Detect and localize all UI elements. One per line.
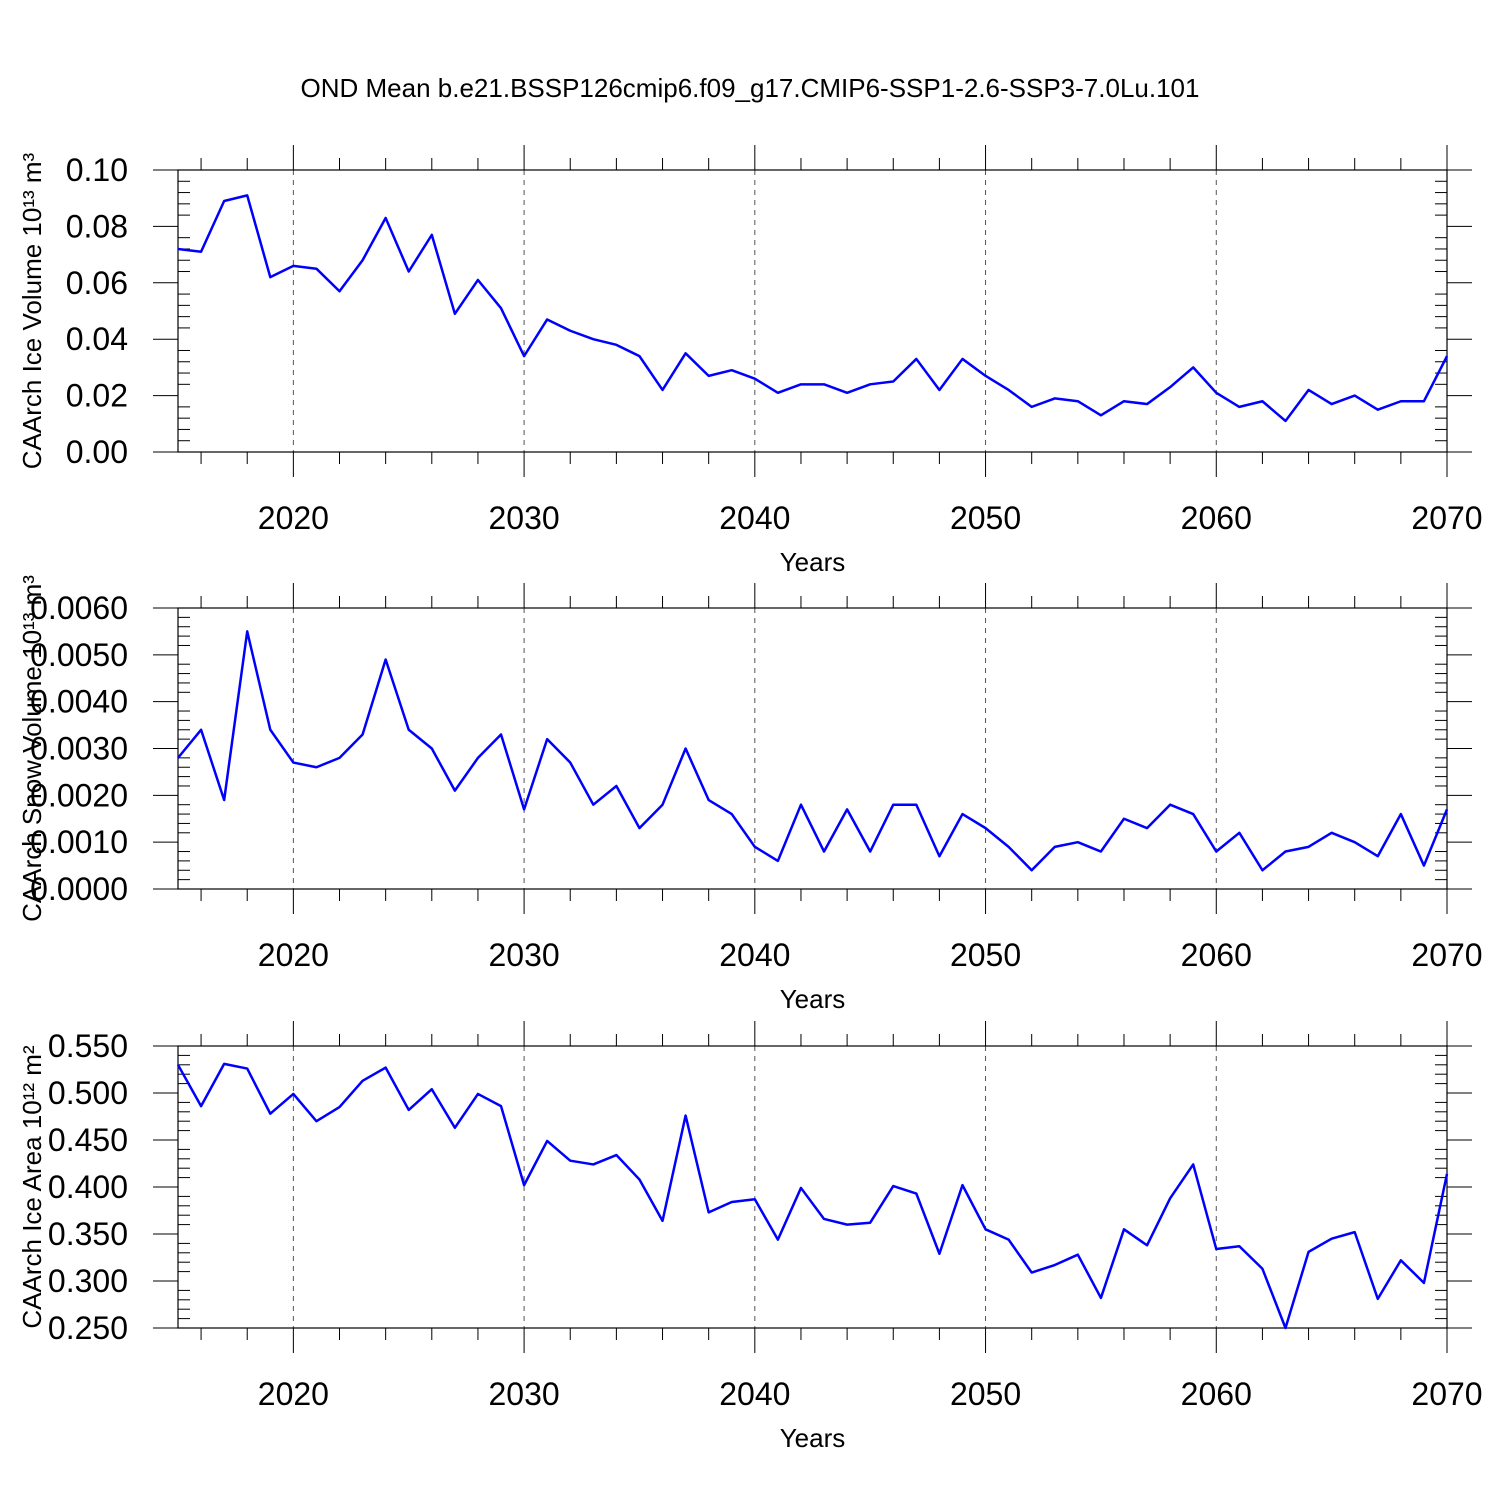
y-label-clip: CAArch Snow Volume 10¹³ m³ (17, 575, 47, 922)
data-line (177, 630, 1449, 872)
x-tick-label: 2050 (950, 500, 1021, 536)
x-axis-label: Years (780, 1423, 846, 1453)
x-tick-label: 2030 (488, 500, 559, 536)
y-tick-label: 0.450 (48, 1122, 128, 1158)
x-axis-label: Years (780, 547, 846, 577)
y-axis-label: CAArch Snow Volume 10¹³ m³ (17, 575, 47, 922)
x-tick-label: 2020 (258, 937, 329, 973)
x-tick-label: 2050 (950, 937, 1021, 973)
x-tick-label: 2020 (258, 500, 329, 536)
x-tick-label: 2040 (719, 1376, 790, 1412)
y-tick-label: 0.06 (66, 265, 128, 301)
y-tick-label: 0.550 (48, 1028, 128, 1064)
y-axis-label: CAArch Ice Volume 10¹³ m³ (17, 152, 47, 469)
data-line (177, 194, 1449, 423)
y-tick-label: 0.350 (48, 1216, 128, 1252)
x-tick-label: 2070 (1411, 500, 1482, 536)
data-line (176, 1062, 1449, 1330)
plot-frame (177, 169, 1448, 453)
y-tick-label: 0.10 (66, 152, 128, 188)
y-tick-label: 0.500 (48, 1075, 128, 1111)
x-tick-label: 2060 (1181, 1376, 1252, 1412)
y-tick-label: 0.300 (48, 1263, 128, 1299)
x-tick-label: 2030 (488, 937, 559, 973)
y-tick-label: 0.0030 (30, 731, 128, 767)
y-tick-label: 0.04 (66, 321, 128, 357)
chart-title: OND Mean b.e21.BSSP126cmip6.f09_g17.CMIP… (301, 73, 1200, 103)
y-tick-label: 0.00 (66, 434, 128, 470)
x-tick-label: 2070 (1411, 937, 1482, 973)
y-tick-label: 0.400 (48, 1169, 128, 1205)
panel: 2020 2030 2040 2050 2060 2070 0.250 0.300 0.350 0… (17, 1021, 1483, 1453)
x-tick-label: 2020 (258, 1376, 329, 1412)
x-tick-label: 2060 (1181, 937, 1252, 973)
x-tick-label: 2040 (719, 500, 790, 536)
y-tick-label: 0.250 (48, 1310, 128, 1346)
x-axis-label: Years (780, 984, 846, 1014)
x-tick-label: 2050 (950, 1376, 1021, 1412)
y-tick-label: 0.0000 (30, 871, 128, 907)
panel: OND Mean b.e21.BSSP126cmip6.f09_g17.CMIP… (17, 73, 1483, 577)
x-tick-label: 2040 (719, 937, 790, 973)
x-tick-label: 2070 (1411, 1376, 1482, 1412)
y-tick-label: 0.0060 (30, 590, 128, 626)
y-tick-label: 0.0050 (30, 637, 128, 673)
y-tick-label: 0.02 (66, 378, 128, 414)
y-tick-label: 0.0010 (30, 824, 128, 860)
plot-frame (177, 607, 1448, 890)
y-tick-label: 0.08 (66, 208, 128, 244)
x-tick-label: 2060 (1181, 500, 1252, 536)
plot-frame (177, 1045, 1448, 1329)
x-tick-label: 2030 (488, 1376, 559, 1412)
panel: 2020 2030 2040 2050 2060 2070 0.0000 0.0010 0.00… (17, 575, 1483, 1014)
y-tick-label: 0.0040 (30, 684, 128, 720)
y-tick-label: 0.0020 (30, 777, 128, 813)
y-axis-label: CAArch Ice Area 10¹² m² (17, 1045, 47, 1329)
